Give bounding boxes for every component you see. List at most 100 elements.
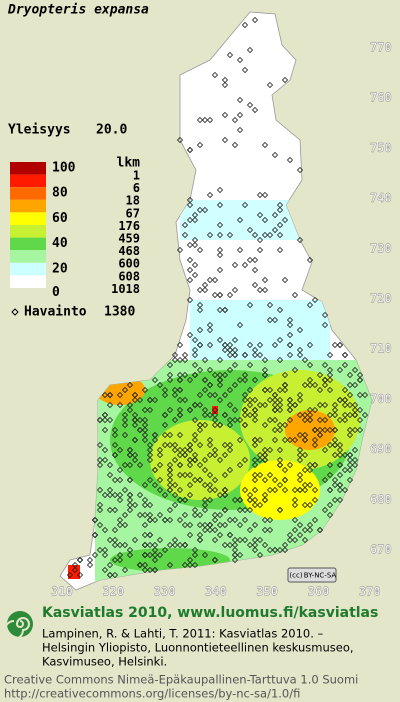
observation-marker — [171, 536, 179, 544]
observation-marker — [196, 306, 204, 314]
observation-marker — [106, 571, 114, 579]
observation-marker — [151, 436, 159, 444]
observation-marker — [316, 371, 324, 379]
observation-marker — [136, 416, 144, 424]
observation-marker — [231, 361, 239, 369]
observation-marker — [196, 301, 204, 309]
observation-marker — [146, 531, 154, 539]
observation-marker — [231, 141, 239, 149]
observation-marker — [256, 351, 264, 359]
observation-marker — [341, 416, 349, 424]
observation-marker — [266, 416, 274, 424]
observation-marker — [176, 136, 184, 144]
observation-marker — [236, 96, 244, 104]
observation-marker — [211, 451, 219, 459]
observation-marker — [311, 441, 319, 449]
observation-marker — [321, 401, 329, 409]
observation-marker — [66, 571, 74, 579]
observation-marker — [276, 221, 284, 229]
observation-marker — [181, 396, 189, 404]
observation-marker — [186, 216, 194, 224]
observation-marker — [246, 411, 254, 419]
observation-marker — [336, 446, 344, 454]
observation-marker — [346, 411, 354, 419]
observation-marker — [291, 486, 299, 494]
observation-marker — [211, 516, 219, 524]
observation-marker — [211, 276, 219, 284]
observation-marker — [171, 391, 179, 399]
observation-marker — [141, 531, 149, 539]
observation-marker — [206, 471, 214, 479]
observation-marker — [326, 411, 334, 419]
observation-marker — [201, 506, 209, 514]
observation-marker — [221, 136, 229, 144]
observation-marker — [266, 546, 274, 554]
observation-marker — [271, 341, 279, 349]
observation-marker — [341, 351, 349, 359]
observation-marker — [311, 436, 319, 444]
observation-marker — [286, 531, 294, 539]
observation-marker — [346, 381, 354, 389]
observation-marker — [276, 336, 284, 344]
observation-marker — [281, 486, 289, 494]
observation-marker — [161, 431, 169, 439]
observation-marker — [256, 501, 264, 509]
observation-marker — [276, 461, 284, 469]
observation-marker — [191, 561, 199, 569]
observation-marker — [236, 246, 244, 254]
observation-marker — [276, 306, 284, 314]
observation-marker — [286, 351, 294, 359]
observation-marker — [266, 516, 274, 524]
observation-marker — [251, 546, 259, 554]
observation-marker — [101, 411, 109, 419]
observation-marker — [101, 526, 109, 534]
observation-marker — [361, 391, 369, 399]
observation-marker — [326, 511, 334, 519]
observation-marker — [241, 21, 249, 29]
observation-marker — [111, 476, 119, 484]
observation-marker — [141, 481, 149, 489]
observation-marker — [251, 231, 259, 239]
observation-marker — [146, 516, 154, 524]
observation-marker — [171, 491, 179, 499]
observation-marker — [151, 466, 159, 474]
observation-marker — [301, 536, 309, 544]
observation-marker — [96, 416, 104, 424]
observation-marker — [171, 456, 179, 464]
observation-marker — [176, 356, 184, 364]
x-grid-label: 310 — [51, 585, 73, 599]
observation-marker — [166, 376, 174, 384]
observation-marker — [116, 496, 124, 504]
observation-marker — [196, 326, 204, 334]
observation-marker — [336, 451, 344, 459]
observation-marker — [301, 451, 309, 459]
observation-marker — [296, 521, 304, 529]
observation-marker — [301, 486, 309, 494]
observation-marker — [221, 371, 229, 379]
observation-marker — [171, 356, 179, 364]
observation-marker — [226, 531, 234, 539]
observation-marker — [296, 166, 304, 174]
observation-marker — [196, 426, 204, 434]
observation-marker — [206, 231, 214, 239]
count-label: 608 — [118, 269, 140, 283]
observation-marker — [176, 386, 184, 394]
observation-marker — [261, 516, 269, 524]
observation-marker — [136, 426, 144, 434]
observation-marker — [211, 371, 219, 379]
observation-marker — [121, 431, 129, 439]
observation-marker — [226, 291, 234, 299]
observation-marker — [151, 396, 159, 404]
logo — [4, 611, 33, 640]
observation-marker — [251, 536, 259, 544]
observation-marker — [111, 441, 119, 449]
observation-marker — [181, 471, 189, 479]
observation-marker — [131, 456, 139, 464]
observation-marker — [286, 436, 294, 444]
observation-marker — [141, 501, 149, 509]
observation-marker — [196, 421, 204, 429]
observation-marker — [276, 546, 284, 554]
observation-marker — [246, 386, 254, 394]
observation-marker — [316, 386, 324, 394]
y-grid-label: 760 — [370, 91, 392, 105]
